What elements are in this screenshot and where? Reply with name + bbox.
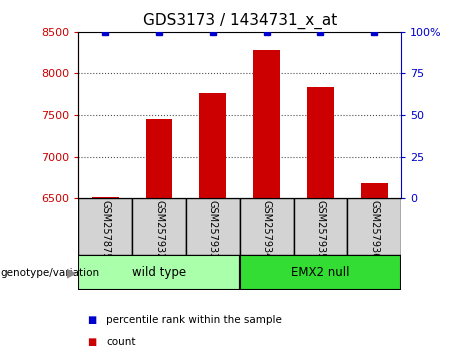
Bar (78, 198, 132, 255)
Bar (347, 198, 401, 255)
Bar (307, 87, 334, 354)
Text: GSM257934: GSM257934 (261, 200, 272, 259)
Bar (240, 198, 294, 255)
Text: wild type: wild type (132, 266, 186, 279)
Bar (199, 93, 226, 354)
Text: count: count (106, 337, 136, 347)
Text: GSM257875: GSM257875 (100, 200, 110, 259)
Bar (146, 119, 172, 354)
Bar (78, 255, 240, 290)
Bar (186, 198, 240, 255)
Text: GSM257933: GSM257933 (208, 200, 218, 259)
Text: GSM257932: GSM257932 (154, 200, 164, 259)
Text: genotype/variation: genotype/variation (0, 268, 99, 278)
Title: GDS3173 / 1434731_x_at: GDS3173 / 1434731_x_at (142, 13, 337, 29)
Text: ■: ■ (88, 315, 97, 325)
Bar (92, 196, 118, 354)
Text: ■: ■ (88, 337, 97, 347)
Bar (240, 255, 401, 290)
Text: GSM257935: GSM257935 (315, 200, 325, 259)
Text: percentile rank within the sample: percentile rank within the sample (106, 315, 282, 325)
Text: EMX2 null: EMX2 null (291, 266, 349, 279)
Bar (253, 50, 280, 354)
Bar (132, 198, 186, 255)
Text: GSM257936: GSM257936 (369, 200, 379, 259)
Bar (294, 198, 347, 255)
Bar (361, 183, 388, 354)
Text: ▶: ▶ (67, 266, 77, 279)
